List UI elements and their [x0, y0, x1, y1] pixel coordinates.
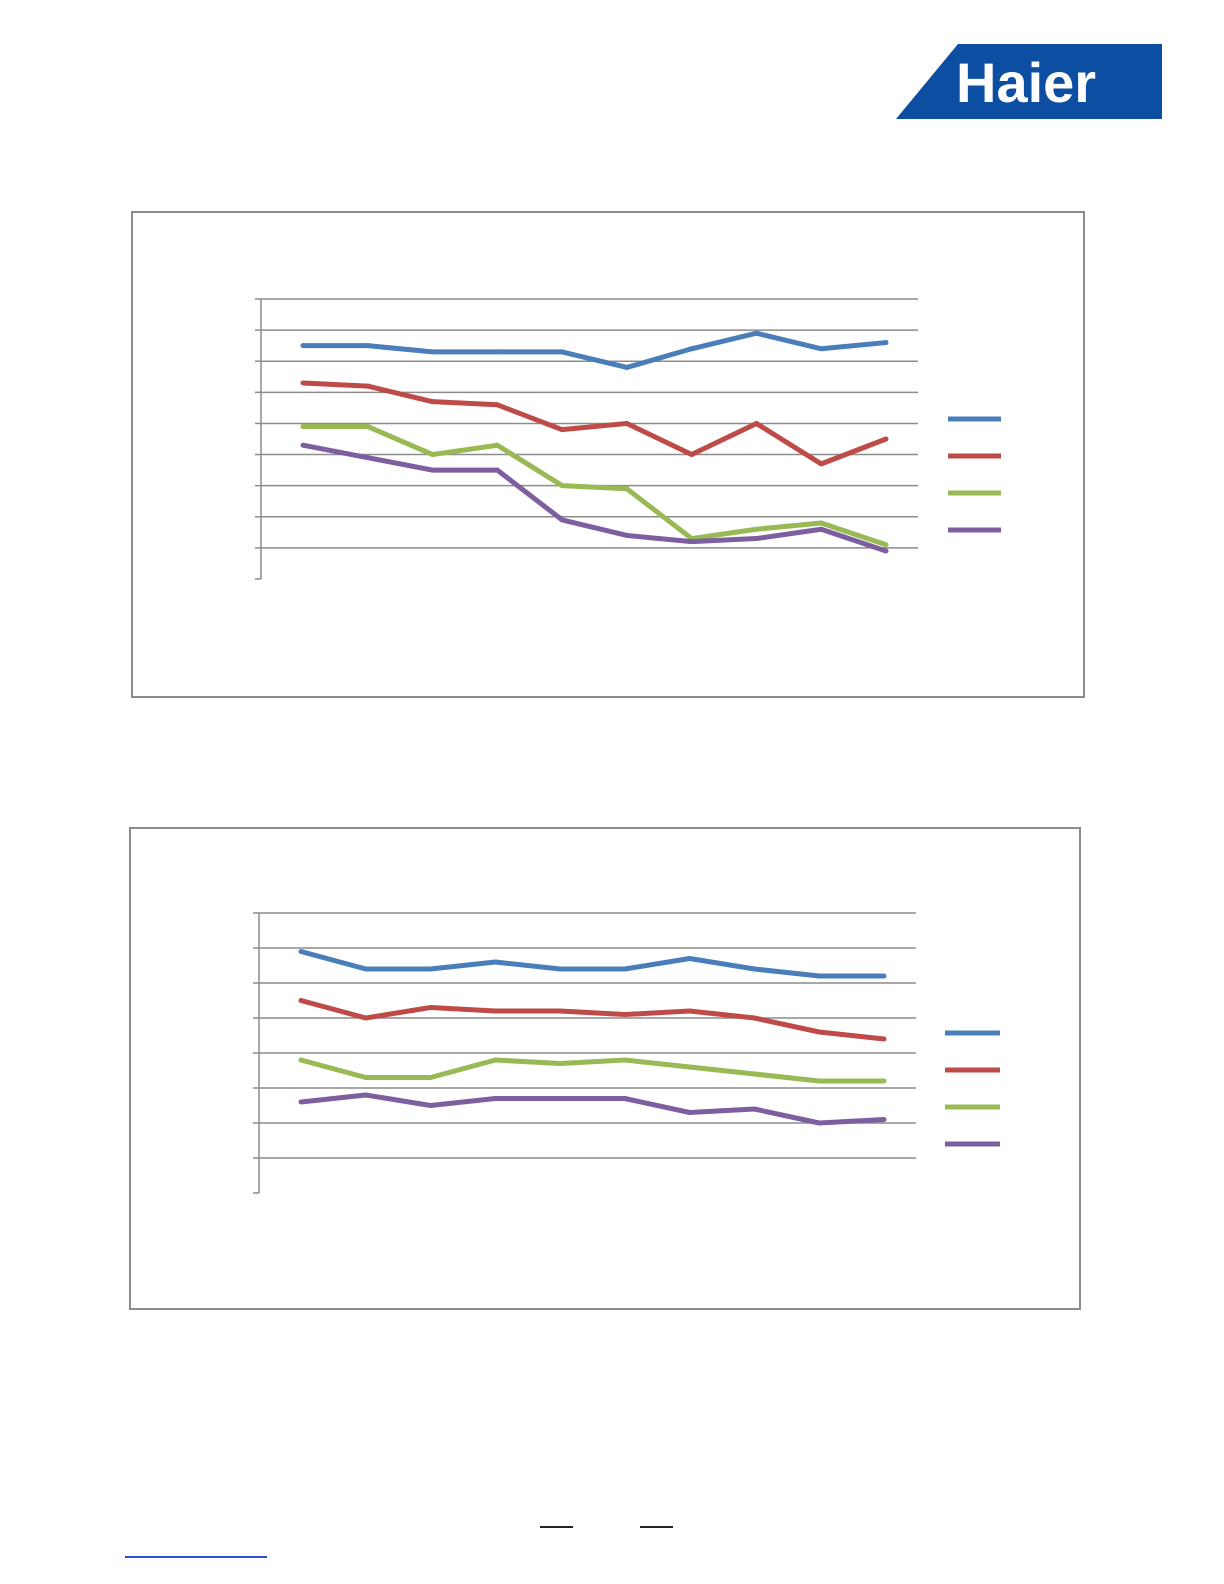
data-point [687, 1110, 693, 1115]
data-point [430, 467, 436, 473]
logo-text: Haier [956, 51, 1096, 114]
data-point [816, 1029, 822, 1035]
footer-rule-left [540, 1526, 573, 1528]
data-point [687, 1064, 693, 1070]
data-point [494, 402, 500, 408]
data-point [363, 1075, 369, 1080]
data-point [689, 452, 695, 458]
data-point [430, 452, 436, 458]
data-point [557, 966, 563, 972]
chart-frame-1 [131, 211, 1085, 698]
data-point [751, 1015, 757, 1021]
data-point [492, 1008, 498, 1014]
data-point [365, 343, 371, 349]
data-point [881, 1078, 887, 1084]
data-point [753, 420, 759, 426]
data-point [363, 966, 369, 972]
data-point [559, 349, 565, 355]
data-point [624, 486, 630, 492]
data-point [363, 1015, 369, 1021]
data-point [557, 1061, 563, 1066]
series-line-4 [302, 442, 887, 554]
data-point [300, 424, 306, 430]
data-point [298, 1099, 304, 1105]
data-point [557, 1096, 563, 1101]
data-point [624, 420, 630, 426]
data-point [753, 330, 759, 336]
data-point [883, 542, 889, 548]
data-point [689, 346, 695, 352]
data-point [428, 966, 434, 972]
data-point [430, 349, 436, 355]
data-point [751, 966, 757, 972]
data-point [883, 548, 889, 554]
data-point [298, 1057, 304, 1063]
data-point [818, 346, 824, 352]
data-point [365, 383, 371, 389]
data-point [494, 349, 500, 355]
series-line-3 [303, 424, 887, 548]
data-point [365, 455, 371, 461]
footer-rule-right [640, 1526, 673, 1528]
data-point [428, 1075, 434, 1080]
data-point [363, 1092, 369, 1098]
data-point [818, 520, 824, 526]
data-point [881, 1117, 887, 1122]
data-point [687, 1008, 693, 1014]
data-point [300, 380, 306, 386]
data-point [492, 1057, 498, 1063]
data-point [428, 1103, 434, 1108]
data-point [365, 424, 371, 430]
logo-background [896, 44, 1162, 119]
footer-link-underline[interactable] [125, 1556, 267, 1558]
data-point [816, 1078, 822, 1084]
data-point [751, 1071, 757, 1077]
data-point [687, 956, 693, 961]
data-point [557, 1008, 563, 1014]
series-line-2 [302, 380, 887, 467]
data-point [881, 1036, 887, 1042]
data-point [492, 959, 498, 965]
data-point [300, 343, 306, 349]
series-line-4 [300, 1092, 885, 1126]
data-point [622, 1057, 628, 1063]
data-point [494, 467, 500, 473]
data-point [689, 539, 695, 545]
data-point [883, 436, 889, 442]
data-point [300, 442, 306, 448]
data-point [622, 966, 628, 972]
data-point [428, 1005, 434, 1010]
data-point [298, 949, 304, 954]
series-line-2 [300, 998, 885, 1042]
data-point [559, 483, 565, 489]
chart-1 [255, 298, 1001, 580]
series-line-1 [300, 949, 884, 979]
series-line-3 [300, 1057, 884, 1084]
series-line-1 [303, 330, 887, 370]
data-point [818, 526, 824, 532]
data-point [298, 998, 304, 1003]
data-point [883, 340, 889, 346]
data-point [624, 364, 630, 370]
data-point [430, 399, 436, 405]
data-point [559, 427, 565, 433]
chart-frame-2 [129, 827, 1081, 1310]
data-point [494, 442, 500, 448]
data-point [622, 1096, 628, 1101]
data-point [622, 1012, 628, 1017]
data-point [881, 973, 887, 979]
data-point [816, 1120, 822, 1126]
data-point [492, 1096, 498, 1101]
data-point [753, 526, 759, 532]
data-point [559, 517, 565, 523]
chart-2 [253, 912, 1000, 1194]
haier-logo: Haier [896, 44, 1162, 119]
data-point [624, 532, 630, 538]
data-point [751, 1106, 757, 1112]
data-point [818, 461, 824, 467]
data-point [816, 973, 822, 979]
data-point [753, 536, 759, 542]
